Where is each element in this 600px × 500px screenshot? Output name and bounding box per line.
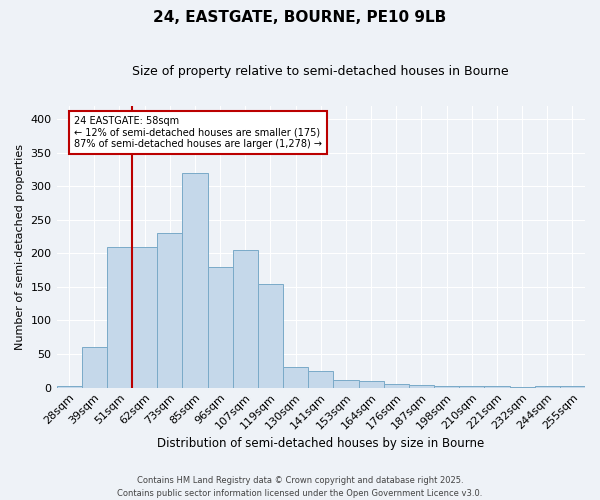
Bar bbox=[182, 172, 208, 388]
Text: 24 EASTGATE: 58sqm
← 12% of semi-detached houses are smaller (175)
87% of semi-d: 24 EASTGATE: 58sqm ← 12% of semi-detache… bbox=[74, 116, 322, 149]
Bar bbox=[434, 386, 459, 388]
Bar bbox=[383, 384, 409, 388]
Y-axis label: Number of semi-detached properties: Number of semi-detached properties bbox=[15, 144, 25, 350]
Text: 24, EASTGATE, BOURNE, PE10 9LB: 24, EASTGATE, BOURNE, PE10 9LB bbox=[154, 10, 446, 25]
Bar bbox=[484, 386, 509, 388]
Bar bbox=[334, 380, 359, 388]
Bar bbox=[509, 387, 535, 388]
Bar bbox=[359, 381, 383, 388]
Bar bbox=[560, 386, 585, 388]
Bar bbox=[56, 386, 82, 388]
Bar bbox=[459, 386, 484, 388]
X-axis label: Distribution of semi-detached houses by size in Bourne: Distribution of semi-detached houses by … bbox=[157, 437, 484, 450]
Bar bbox=[308, 371, 334, 388]
Bar bbox=[82, 348, 107, 388]
Bar bbox=[107, 246, 132, 388]
Bar bbox=[535, 386, 560, 388]
Bar bbox=[283, 368, 308, 388]
Bar bbox=[208, 266, 233, 388]
Bar bbox=[132, 246, 157, 388]
Bar bbox=[233, 250, 258, 388]
Text: Contains HM Land Registry data © Crown copyright and database right 2025.
Contai: Contains HM Land Registry data © Crown c… bbox=[118, 476, 482, 498]
Bar bbox=[258, 284, 283, 388]
Bar bbox=[157, 233, 182, 388]
Bar bbox=[409, 385, 434, 388]
Title: Size of property relative to semi-detached houses in Bourne: Size of property relative to semi-detach… bbox=[133, 65, 509, 78]
